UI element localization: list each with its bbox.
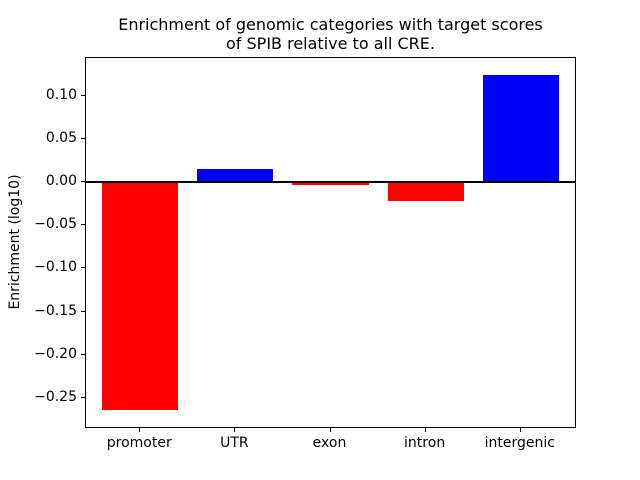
x-tick-label-intergenic: intergenic [484, 435, 555, 451]
x-tick-label-promoter: promoter [106, 435, 172, 451]
x-tick-label-exon: exon [312, 435, 347, 451]
y-tick-label: 0.05 [45, 129, 77, 146]
y-tick-mark [81, 397, 85, 399]
y-tick-mark [81, 94, 85, 96]
bar-exon [292, 181, 369, 186]
y-tick-mark [81, 310, 85, 312]
x-tick-mark [234, 428, 236, 432]
bar-UTR [197, 169, 274, 182]
y-axis-label: Enrichment (log10) [7, 174, 23, 310]
x-tick-mark [424, 428, 426, 432]
y-tick-mark [81, 267, 85, 269]
y-tick-mark [81, 180, 85, 182]
chart-title-line1: Enrichment of genomic categories with ta… [118, 15, 543, 34]
y-tick-label: −0.25 [34, 389, 77, 406]
y-tick-label: −0.20 [34, 345, 77, 362]
y-tick-label: −0.15 [34, 302, 77, 319]
zero-line [86, 180, 575, 183]
y-tick-label: −0.05 [34, 216, 77, 233]
y-tick-mark [81, 353, 85, 355]
y-tick-mark [81, 224, 85, 226]
chart-title: Enrichment of genomic categories with ta… [85, 15, 576, 53]
x-tick-mark [519, 428, 521, 432]
y-tick-mark [81, 137, 85, 139]
x-tick-label-UTR: UTR [220, 435, 249, 451]
y-tick-label: −0.10 [34, 259, 77, 276]
y-tick-label: 0.10 [45, 86, 77, 103]
x-tick-mark [329, 428, 331, 432]
y-tick-label: 0.00 [45, 172, 77, 189]
x-tick-label-intron: intron [404, 435, 446, 451]
chart-title-line2: of SPIB relative to all CRE. [226, 34, 435, 53]
bar-intergenic [482, 74, 559, 182]
bar-promoter [102, 181, 179, 411]
plot-area [85, 57, 576, 428]
x-tick-mark [139, 428, 141, 432]
bar-intron [387, 181, 464, 201]
